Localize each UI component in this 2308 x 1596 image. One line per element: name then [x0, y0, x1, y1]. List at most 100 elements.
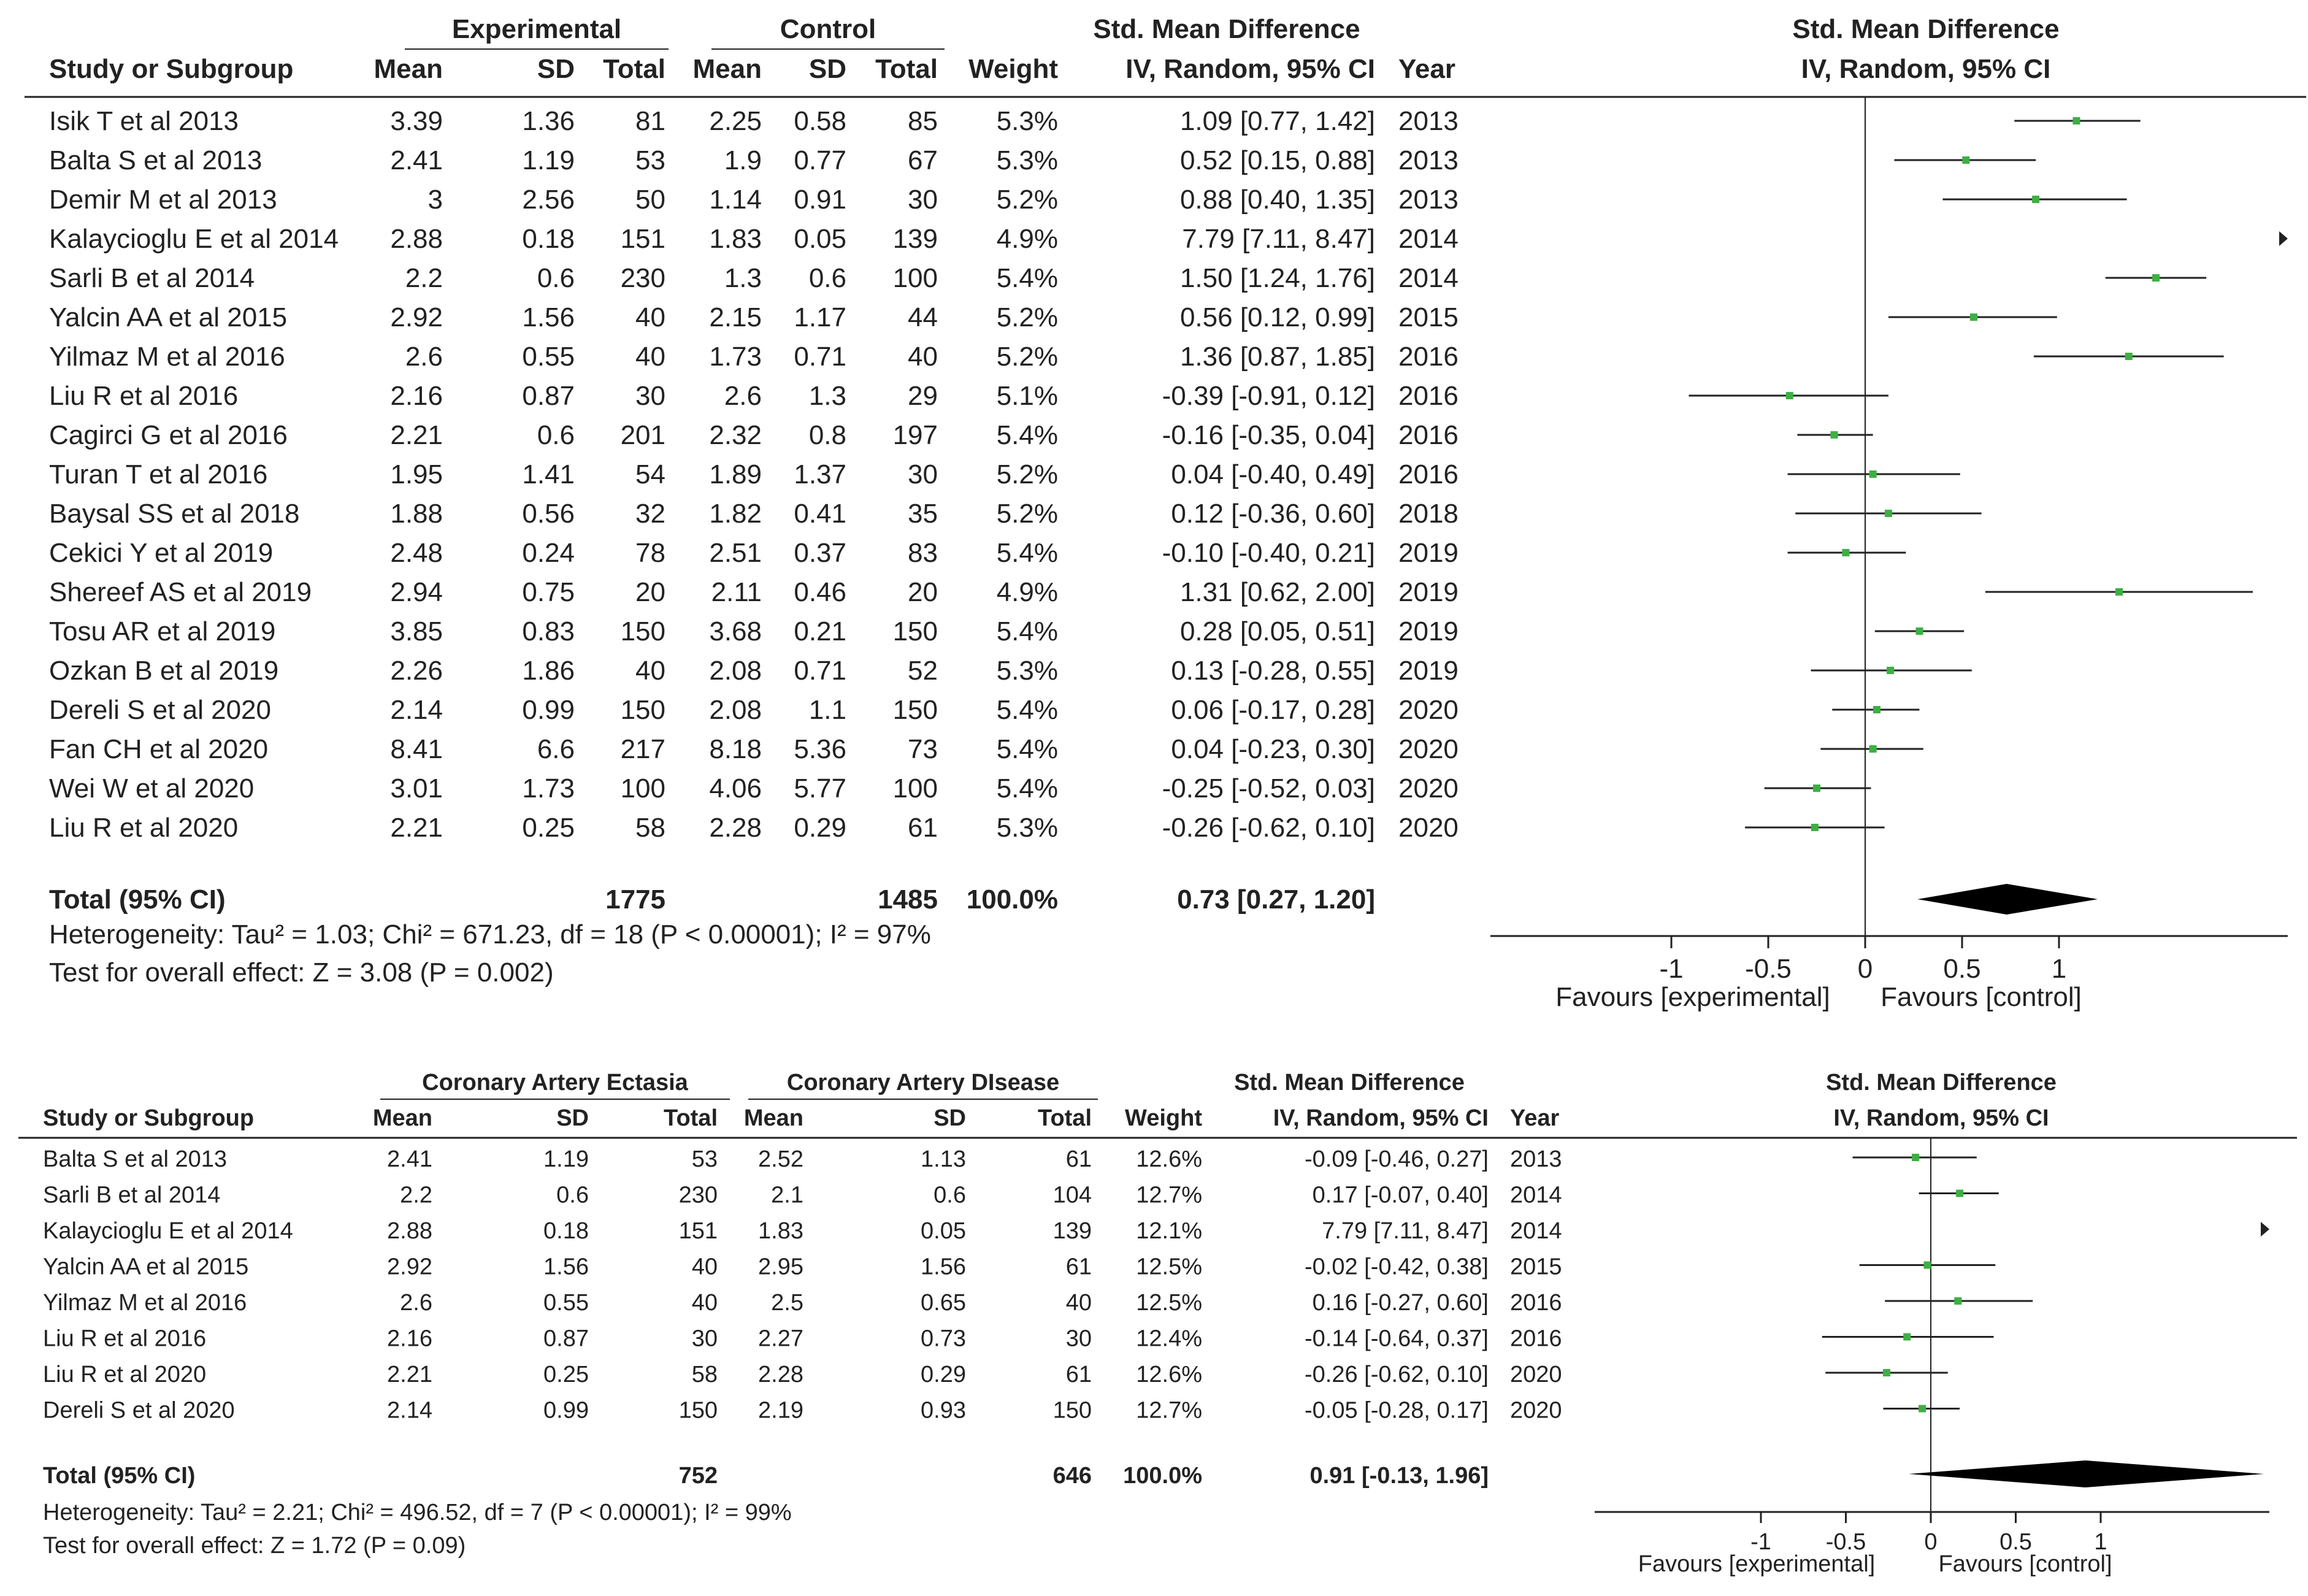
control-mean: 2.5	[771, 1290, 803, 1316]
study-name: Cagirci G et al 2016	[49, 420, 288, 450]
control-mean: 1.83	[709, 224, 762, 254]
experimental-total: 40	[635, 656, 665, 686]
control-mean: 2.27	[758, 1326, 803, 1352]
control-sd: 0.21	[794, 616, 846, 646]
point-estimate-marker	[1915, 627, 1923, 635]
study-year: 2018	[1398, 499, 1459, 529]
total-effect-ci: 0.73 [0.27, 1.20]	[1177, 884, 1375, 915]
study-year: 2020	[1398, 695, 1459, 725]
control-sd: 0.46	[794, 577, 846, 607]
study-year: 2014	[1510, 1218, 1562, 1244]
study-year: 2020	[1398, 813, 1459, 843]
experimental-group-header: Experimental	[452, 14, 621, 44]
study-effect-ci: 0.17 [-0.07, 0.40]	[1313, 1183, 1489, 1208]
control-total: 150	[893, 695, 938, 725]
study-year: 2019	[1398, 616, 1459, 646]
study-name: Baysal SS et al 2018	[49, 499, 299, 529]
control-total: 61	[1066, 1362, 1092, 1387]
experimental-sd: 0.25	[543, 1362, 589, 1387]
control-group-header: Coronary Artery DIsease	[787, 1070, 1059, 1095]
experimental-mean: 2.21	[390, 813, 443, 843]
experimental-group-header: Coronary Artery Ectasia	[422, 1070, 689, 1095]
control-sd-header: SD	[809, 54, 846, 84]
experimental-total: 150	[679, 1398, 718, 1424]
study-name: Tosu AR et al 2019	[49, 616, 275, 646]
control-sd: 0.93	[921, 1398, 966, 1424]
study-effect-ci: -0.16 [-0.35, 0.04]	[1162, 420, 1375, 450]
x-axis-tick-label: -0.5	[1745, 954, 1792, 984]
experimental-total: 40	[635, 302, 665, 332]
study-effect-ci: -0.09 [-0.46, 0.27]	[1305, 1146, 1489, 1172]
experimental-total: 151	[679, 1218, 718, 1244]
control-sd: 0.37	[794, 538, 846, 568]
smd-column-header: Std. Mean Difference	[1093, 14, 1360, 44]
experimental-total: 54	[635, 459, 665, 489]
control-mean: 1.3	[724, 263, 762, 293]
study-name: Kalaycioglu E et al 2014	[49, 224, 339, 254]
experimental-mean: 2.88	[387, 1218, 432, 1244]
control-mean: 1.73	[709, 342, 762, 372]
study-weight: 5.4%	[997, 773, 1058, 804]
control-total: 40	[1066, 1290, 1092, 1316]
experimental-sd: 1.73	[522, 773, 575, 804]
study-year: 2019	[1398, 577, 1459, 607]
study-name: Liu R et al 2016	[43, 1326, 206, 1352]
control-mean: 2.08	[709, 695, 762, 725]
study-effect-ci: 1.09 [0.77, 1.42]	[1180, 106, 1375, 136]
study-effect-ci: -0.10 [-0.40, 0.21]	[1162, 538, 1375, 568]
study-name: Demir M et al 2013	[49, 185, 277, 215]
control-total: 44	[908, 302, 938, 332]
experimental-mean: 2.26	[390, 656, 443, 686]
study-name: Yalcin AA et al 2015	[43, 1254, 248, 1280]
experimental-total: 58	[692, 1362, 718, 1387]
ci-column-header: IV, Random, 95% CI	[1125, 54, 1375, 84]
study-name: Sarli B et al 2014	[43, 1183, 220, 1208]
x-axis-tick-label: 1	[2094, 1529, 2107, 1555]
study-weight: 5.2%	[997, 459, 1058, 489]
x-axis-tick-label: -1	[1659, 954, 1683, 984]
control-total: 139	[893, 224, 938, 254]
control-mean: 2.19	[758, 1398, 803, 1424]
point-estimate-marker	[1811, 824, 1819, 831]
experimental-sd: 0.87	[543, 1326, 589, 1352]
control-total: 20	[908, 577, 938, 607]
x-axis-tick-label: 0.5	[1943, 954, 1980, 984]
study-name: Yilmaz M et al 2016	[43, 1290, 247, 1316]
study-effect-ci: 1.36 [0.87, 1.85]	[1180, 342, 1375, 372]
study-effect-ci: -0.02 [-0.42, 0.38]	[1305, 1254, 1489, 1280]
study-year: 2013	[1398, 145, 1459, 175]
experimental-total: 150	[621, 616, 665, 646]
experimental-sd-header: SD	[537, 54, 575, 84]
experimental-mean: 2.94	[390, 577, 443, 607]
study-name: Liu R et al 2020	[49, 813, 238, 843]
control-total: 73	[908, 734, 938, 764]
study-year: 2020	[1398, 734, 1459, 764]
study-name: Yalcin AA et al 2015	[49, 302, 287, 332]
study-effect-ci: -0.05 [-0.28, 0.17]	[1305, 1398, 1489, 1424]
control-mean: 2.95	[758, 1254, 803, 1280]
control-sd: 0.77	[794, 145, 846, 175]
control-total: 30	[908, 459, 938, 489]
study-name: Yilmaz M et al 2016	[49, 342, 285, 372]
control-total: 40	[908, 342, 938, 372]
experimental-sd: 0.6	[556, 1183, 589, 1208]
experimental-sd: 0.18	[522, 224, 575, 254]
pooled-effect-diamond	[1917, 884, 2098, 915]
study-effect-ci: -0.39 [-0.91, 0.12]	[1162, 381, 1375, 411]
experimental-total: 30	[635, 381, 665, 411]
experimental-sd: 0.55	[543, 1290, 589, 1316]
control-total: 35	[908, 499, 938, 529]
control-sd: 5.36	[794, 734, 846, 764]
study-effect-ci: 0.12 [-0.36, 0.60]	[1171, 499, 1375, 529]
control-mean: 2.15	[709, 302, 762, 332]
forest-panel-1: Experimental Control Std. Mean Difference S…	[25, 14, 2306, 1012]
point-estimate-marker	[1884, 510, 1892, 517]
experimental-sd: 0.99	[543, 1398, 589, 1424]
study-column-header: Study or Subgroup	[43, 1105, 254, 1131]
control-mean: 1.14	[709, 185, 762, 215]
experimental-sd: 6.6	[537, 734, 575, 764]
experimental-total: 40	[692, 1290, 718, 1316]
experimental-total: 30	[692, 1326, 718, 1352]
experimental-mean: 2.92	[387, 1254, 432, 1280]
